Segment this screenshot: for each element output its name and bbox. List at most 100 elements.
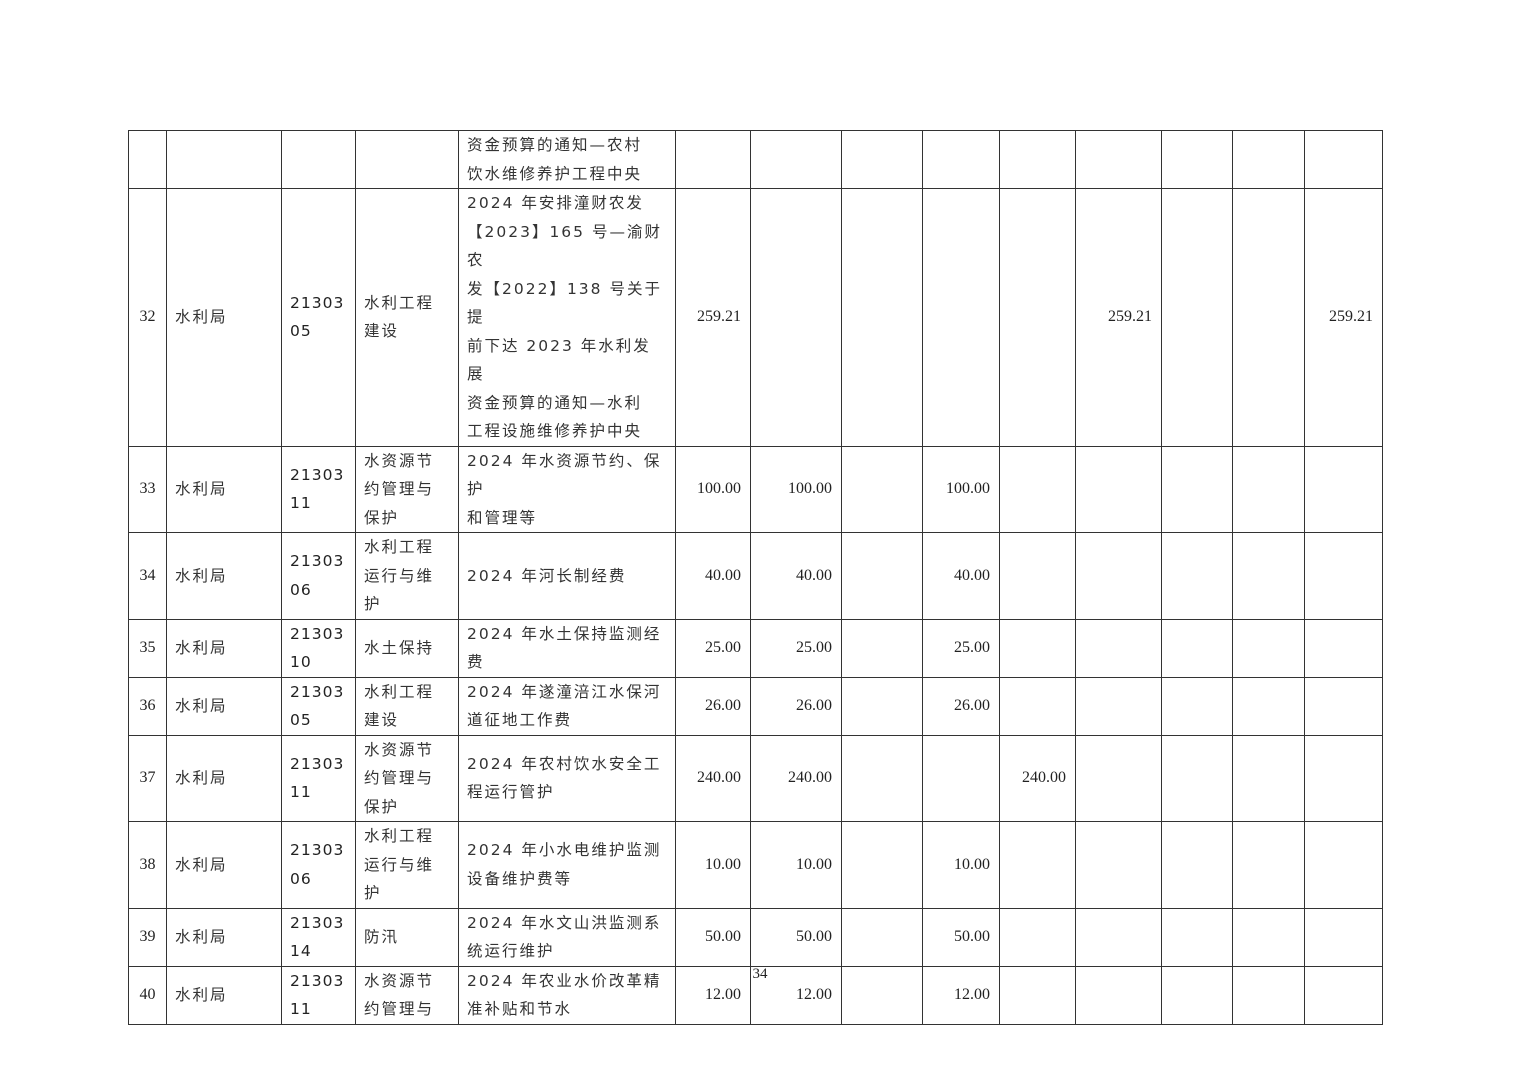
amount-cell [1075, 532, 1162, 620]
amount-cell: 259.21 [1304, 188, 1383, 447]
amount-cell: 12.00 [750, 965, 842, 1025]
amount-cell [1304, 445, 1383, 533]
amount-cell [1075, 130, 1162, 189]
amount-cell [1304, 676, 1383, 736]
table-row: 36 水利局 21303 05 水利工程 建设 2024 年遂潼涪江水保河 道征地工作费… [128, 676, 1383, 736]
amount-cell [841, 445, 923, 533]
amount-cell: 10.00 [922, 821, 1000, 909]
amount-cell [1161, 130, 1233, 189]
amount-cell: 26.00 [750, 676, 842, 736]
amount-cell [1075, 907, 1162, 967]
function-category: 水资源节 约管理与 保护 [355, 734, 459, 822]
project-name: 2024 年水资源节约、保护 和管理等 [458, 445, 676, 533]
amount-cell [922, 130, 1000, 189]
function-category: 水利工程 运行与维 护 [355, 821, 459, 909]
amount-cell: 12.00 [922, 965, 1000, 1025]
department: 水利局 [166, 734, 282, 822]
project-name: 2024 年河长制经费 [458, 532, 676, 620]
amount-cell [1232, 618, 1305, 678]
amount-cell: 100.00 [675, 445, 751, 533]
table-row: 33 水利局 21303 11 水资源节 约管理与 保护 2024 年水资源节约、保护 … [128, 445, 1383, 533]
department: 水利局 [166, 676, 282, 736]
table-row: 32 水利局 21303 05 水利工程 建设 2024 年安排潼财农发 【2023】1… [128, 188, 1383, 447]
amount-cell [999, 445, 1076, 533]
amount-cell: 25.00 [675, 618, 751, 678]
row-number: 40 [128, 965, 167, 1025]
function-category: 水资源节 约管理与 保护 [355, 445, 459, 533]
amount-cell [999, 907, 1076, 967]
project-name: 2024 年农业水价改革精 准补贴和节水 [458, 965, 676, 1025]
function-code [281, 130, 356, 189]
amount-cell [1304, 130, 1383, 189]
amount-cell [999, 188, 1076, 447]
table-row: 34 水利局 21303 06 水利工程 运行与维 护 2024 年河长制经费 40.00… [128, 532, 1383, 620]
amount-cell: 50.00 [922, 907, 1000, 967]
function-category: 水利工程 建设 [355, 188, 459, 447]
amount-cell: 50.00 [675, 907, 751, 967]
amount-cell [750, 130, 842, 189]
amount-cell [1304, 821, 1383, 909]
amount-cell [999, 130, 1076, 189]
table-row: 37 水利局 21303 11 水资源节 约管理与 保护 2024 年农村饮水安全工 程… [128, 734, 1383, 822]
department [166, 130, 282, 189]
amount-cell: 40.00 [750, 532, 842, 620]
amount-cell [999, 965, 1076, 1025]
function-code: 21303 11 [281, 445, 356, 533]
row-number [128, 130, 167, 189]
amount-cell [1304, 618, 1383, 678]
amount-cell [922, 734, 1000, 822]
project-name: 2024 年小水电维护监测 设备维护费等 [458, 821, 676, 909]
amount-cell [1232, 532, 1305, 620]
amount-cell [1075, 821, 1162, 909]
amount-cell: 259.21 [1075, 188, 1162, 447]
function-code: 21303 05 [281, 676, 356, 736]
department: 水利局 [166, 965, 282, 1025]
amount-cell: 26.00 [675, 676, 751, 736]
amount-cell: 25.00 [922, 618, 1000, 678]
department: 水利局 [166, 907, 282, 967]
function-category: 水利工程 建设 [355, 676, 459, 736]
amount-cell [1161, 821, 1233, 909]
function-category: 水资源节 约管理与 [355, 965, 459, 1025]
amount-cell [1161, 618, 1233, 678]
function-code: 21303 06 [281, 821, 356, 909]
budget-table: 资金预算的通知—农村 饮水维修养护工程中央 32 水利局 21303 05 水利工程 建… [128, 130, 1383, 1025]
amount-cell: 240.00 [750, 734, 842, 822]
row-number: 39 [128, 907, 167, 967]
row-number: 35 [128, 618, 167, 678]
department: 水利局 [166, 445, 282, 533]
amount-cell [1232, 188, 1305, 447]
amount-cell [1161, 188, 1233, 447]
amount-cell: 259.21 [675, 188, 751, 447]
function-code: 21303 14 [281, 907, 356, 967]
table-row: 35 水利局 21303 10 水土保持 2024 年水土保持监测经 费 25.00 25.… [128, 618, 1383, 678]
amount-cell [1161, 532, 1233, 620]
amount-cell [841, 821, 923, 909]
amount-cell [999, 618, 1076, 678]
amount-cell [841, 188, 923, 447]
amount-cell: 50.00 [750, 907, 842, 967]
amount-cell [1304, 532, 1383, 620]
project-name: 2024 年安排潼财农发 【2023】165 号—渝财农 发【2022】138 … [458, 188, 676, 447]
amount-cell [841, 965, 923, 1025]
amount-cell [1161, 676, 1233, 736]
amount-cell: 40.00 [922, 532, 1000, 620]
amount-cell [922, 188, 1000, 447]
department: 水利局 [166, 821, 282, 909]
amount-cell: 10.00 [750, 821, 842, 909]
amount-cell [841, 734, 923, 822]
amount-cell [999, 821, 1076, 909]
project-name: 2024 年水土保持监测经 费 [458, 618, 676, 678]
department: 水利局 [166, 188, 282, 447]
amount-cell: 240.00 [675, 734, 751, 822]
amount-cell [1232, 130, 1305, 189]
amount-cell [1232, 734, 1305, 822]
function-category: 水利工程 运行与维 护 [355, 532, 459, 620]
amount-cell [999, 532, 1076, 620]
amount-cell [1075, 734, 1162, 822]
amount-cell: 40.00 [675, 532, 751, 620]
amount-cell [841, 618, 923, 678]
amount-cell: 100.00 [750, 445, 842, 533]
row-number: 37 [128, 734, 167, 822]
row-number: 38 [128, 821, 167, 909]
